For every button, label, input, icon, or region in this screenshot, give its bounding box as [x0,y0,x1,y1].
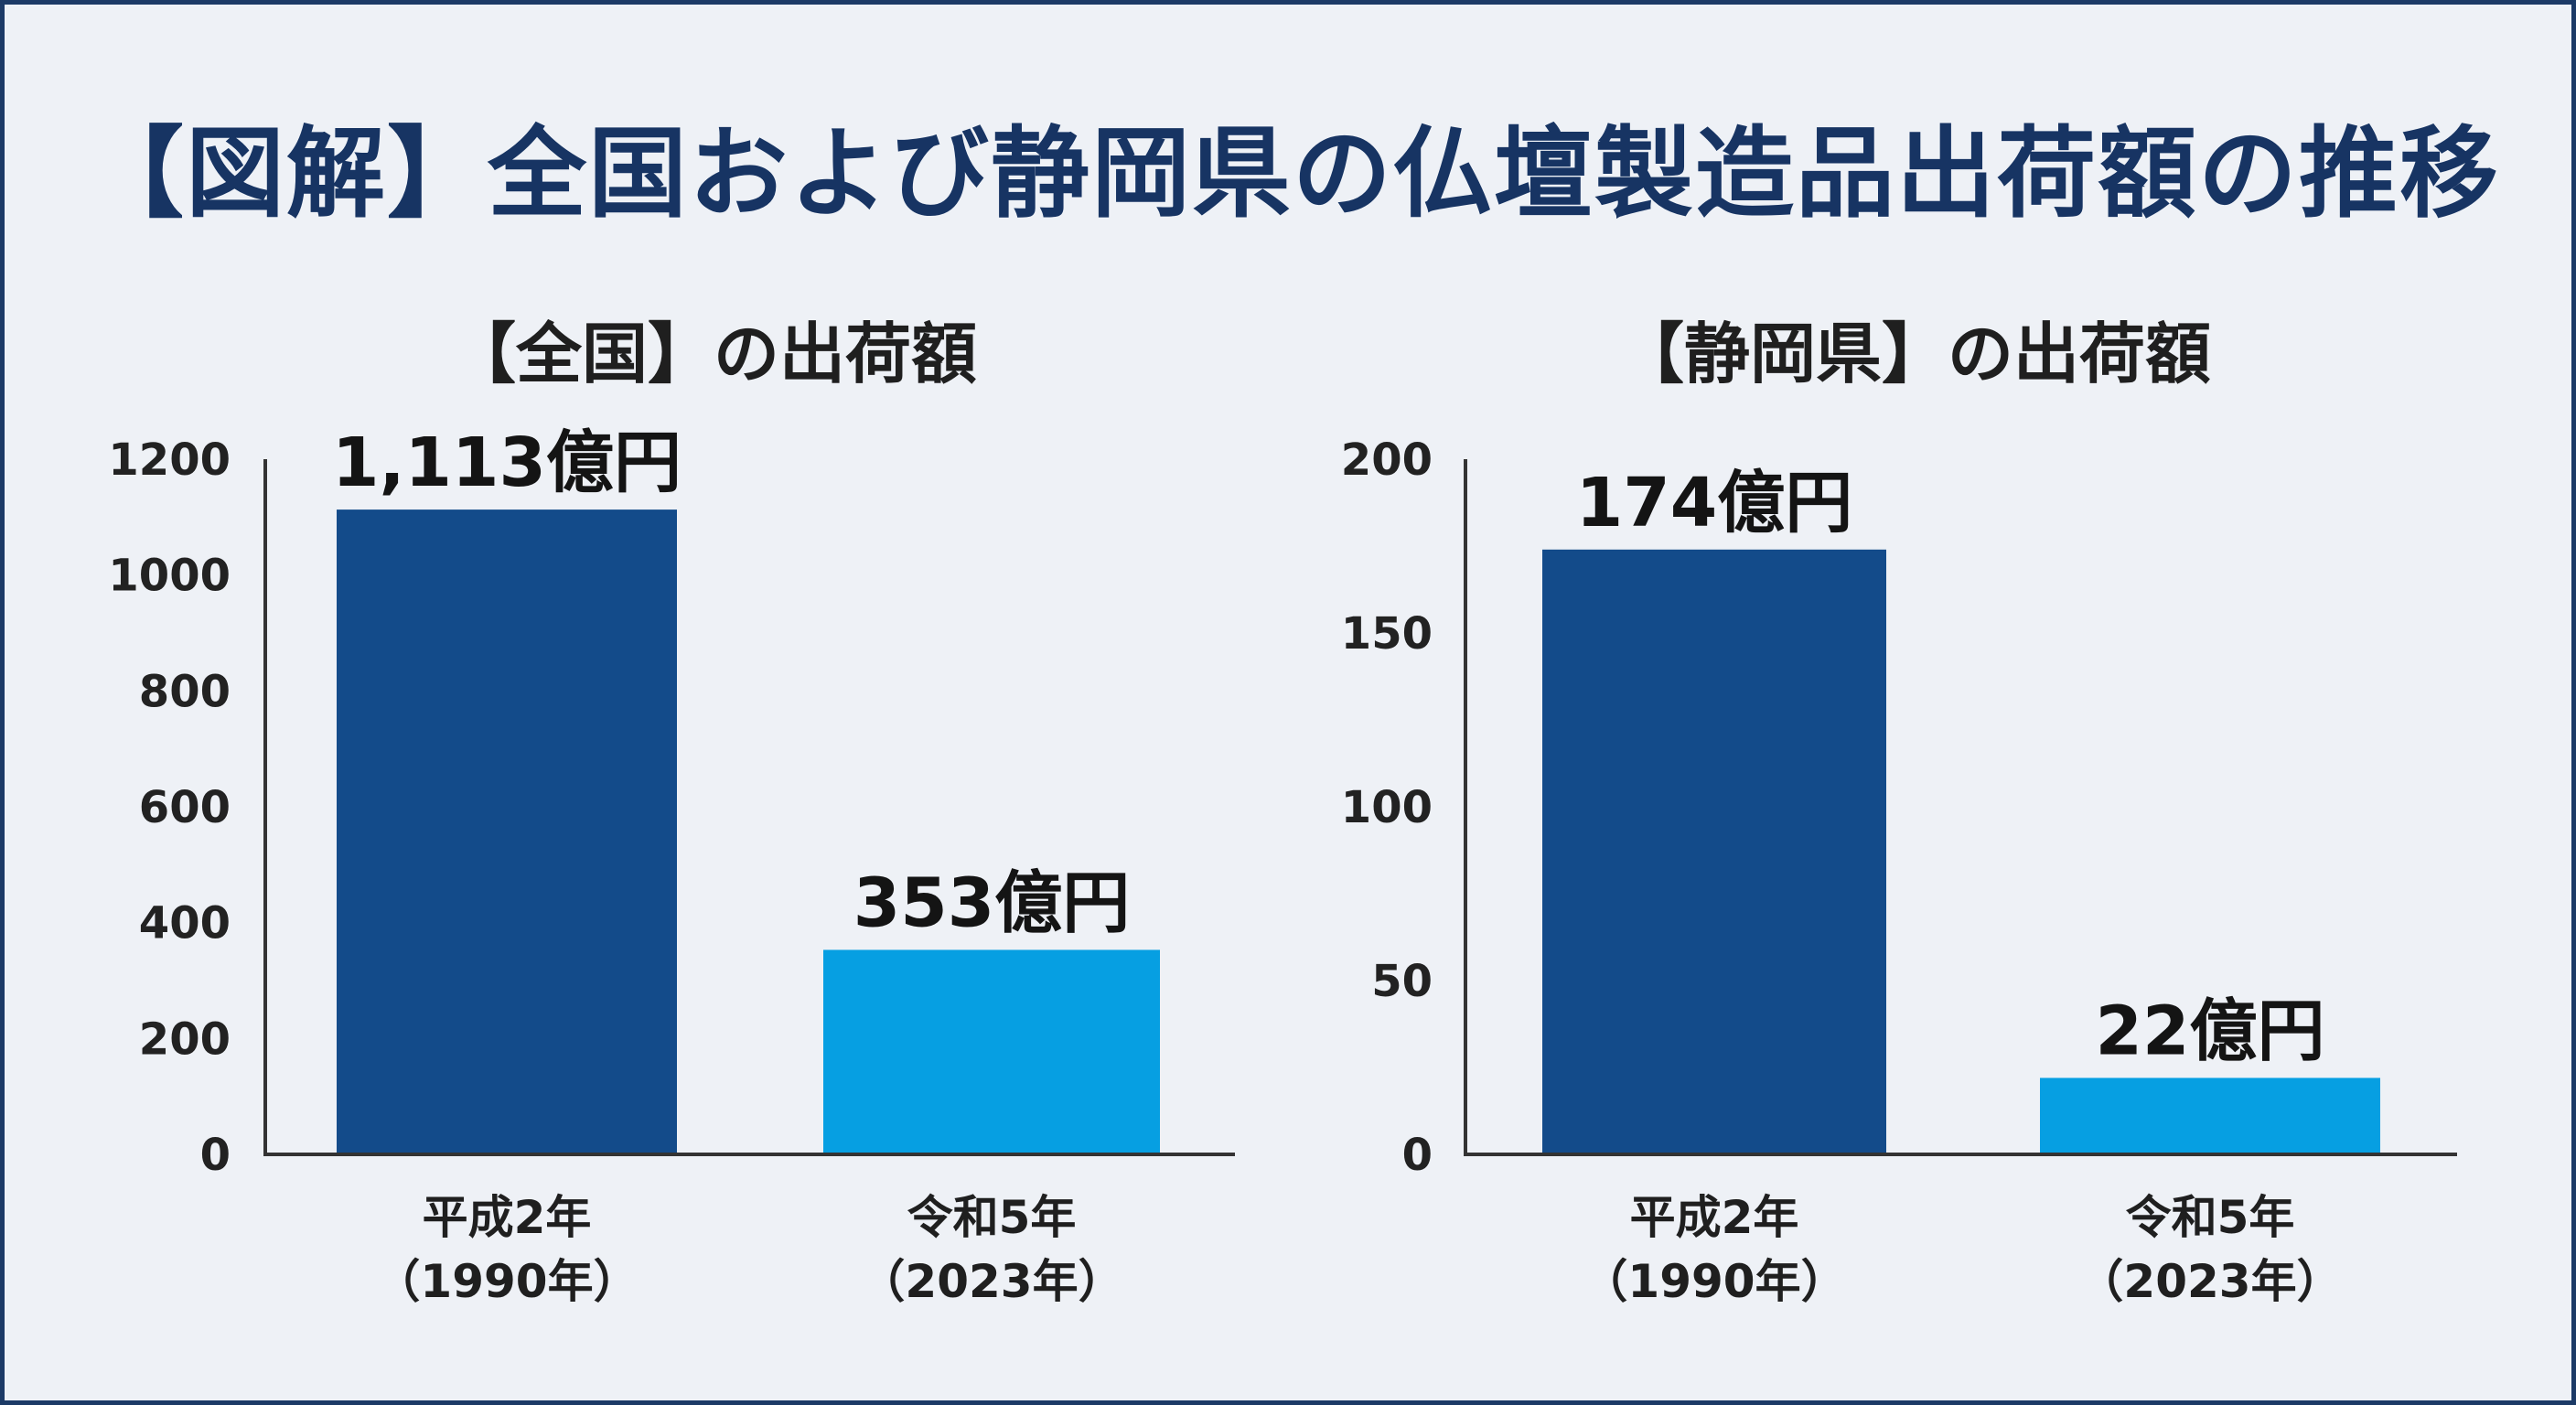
y-tick-label: 100 [1341,782,1433,833]
y-tick-label: 0 [1402,1130,1433,1181]
data-label: 174億円 [1576,464,1852,542]
x-category-label: 令和5年 [2126,1191,2295,1244]
data-label: 353億円 [853,863,1130,942]
y-tick-label: 200 [139,1014,231,1065]
y-tick-label: 200 [1341,434,1433,486]
x-category-sublabel: （2023年） [2077,1255,2342,1308]
y-tick-label: 1200 [108,434,231,486]
x-category-sublabel: （2023年） [859,1255,1123,1308]
x-category-label: 平成2年 [423,1191,592,1244]
y-tick-label: 600 [139,782,231,833]
data-label: 1,113億円 [332,424,682,502]
bar [337,509,677,1154]
bar [1542,549,1886,1154]
y-tick-label: 150 [1341,608,1433,660]
bar [823,949,1160,1154]
y-tick-label: 1000 [108,551,231,602]
chart-title: 【静岡県】の出荷額 [1618,316,2211,392]
chart-title: 【全国】の出荷額 [450,316,977,392]
y-tick-label: 0 [200,1130,231,1181]
y-tick-label: 400 [139,898,231,949]
bar [2040,1078,2380,1154]
x-category-sublabel: （1990年） [1582,1255,1846,1308]
data-label: 22億円 [2096,992,2325,1070]
main-title: 【図解】全国および静岡県の仏壇製造品出荷額の推移 [84,117,2500,231]
x-category-label: 令和5年 [907,1191,1077,1244]
y-tick-label: 800 [139,666,231,717]
y-tick-label: 50 [1371,956,1433,1007]
x-category-sublabel: （1990年） [374,1255,639,1308]
x-category-label: 平成2年 [1630,1191,1799,1244]
chart-1: 【全国】の出荷額 0 200 400 600 800 1000 1200 1,113億円平成2年… [108,316,1235,1308]
